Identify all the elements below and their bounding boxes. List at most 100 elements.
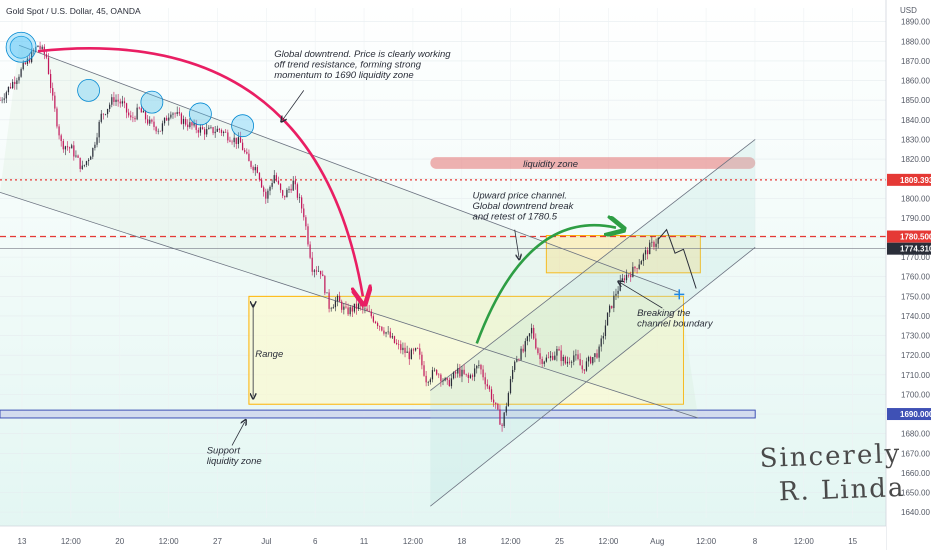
candle-body xyxy=(115,99,117,102)
candle-body xyxy=(87,159,90,162)
candle-body xyxy=(246,151,248,154)
candle-body xyxy=(193,123,195,126)
candle-body xyxy=(166,117,168,121)
swing-high-circle xyxy=(77,78,100,102)
candle-body xyxy=(442,380,444,382)
candle-body xyxy=(117,99,119,102)
price-tick-label: 1860.00 xyxy=(901,77,930,86)
candle-body xyxy=(613,295,615,309)
range-box xyxy=(248,295,684,405)
candle-body xyxy=(579,359,581,366)
candle-body xyxy=(585,361,588,371)
candle-body xyxy=(75,155,77,157)
candle-body xyxy=(85,161,88,165)
candle-body xyxy=(522,348,524,352)
candle-body xyxy=(503,412,505,427)
candle-body xyxy=(370,311,372,317)
candle-body xyxy=(260,179,263,188)
candle-body xyxy=(469,375,472,378)
global-downtrend-note-line: momentum to 1690 liquidity zone xyxy=(274,70,413,81)
candle-body xyxy=(286,189,288,198)
time-axis-bg xyxy=(0,526,886,550)
time-tick-label: 12:00 xyxy=(403,537,424,546)
candle-body xyxy=(406,351,408,353)
candle-body xyxy=(334,301,337,308)
candle-body xyxy=(130,115,132,118)
candle-body xyxy=(543,361,545,364)
candle-body xyxy=(279,183,282,191)
candle-body xyxy=(452,372,455,379)
swing-high-circle xyxy=(9,35,33,59)
candle-body xyxy=(77,155,79,158)
price-levels xyxy=(0,179,886,249)
candle-body xyxy=(391,336,393,338)
candle-body xyxy=(604,325,607,337)
candle-body xyxy=(505,406,507,413)
candle-body xyxy=(54,95,56,109)
candle-body xyxy=(368,310,370,312)
drawing-cursor-icon xyxy=(674,289,685,300)
time-tick-label: 18 xyxy=(457,537,466,546)
candle-body xyxy=(429,379,431,383)
candle-body xyxy=(343,306,345,310)
candle-body xyxy=(366,308,368,311)
candle-body xyxy=(421,354,423,366)
candle-body xyxy=(41,46,43,50)
price-tick-label: 1730.00 xyxy=(901,332,930,341)
candle-body xyxy=(227,132,229,141)
candle-body xyxy=(203,129,206,135)
candle-body xyxy=(547,357,550,359)
candle-body xyxy=(3,98,5,100)
price-tick-label: 1800.00 xyxy=(901,194,930,203)
candle-body xyxy=(425,375,427,383)
time-tick-label: 13 xyxy=(18,537,27,546)
candle-body xyxy=(189,122,191,128)
trendline xyxy=(430,246,756,507)
candle-body xyxy=(191,122,193,126)
price-tick-label: 1890.00 xyxy=(901,18,930,27)
price-tick-label: 1710.00 xyxy=(901,371,930,380)
candle-body xyxy=(463,369,465,374)
time-tick-label: Aug xyxy=(650,537,664,546)
candle-body xyxy=(172,113,174,115)
candle-body xyxy=(18,76,20,81)
candle-body xyxy=(351,307,353,312)
candle-body xyxy=(400,344,402,351)
time-axis[interactable]: 13 12:00 20 12:00 27 Jul 6 11 12:00 18 12:00 25 12:0… xyxy=(0,525,886,550)
candle-body xyxy=(273,175,275,184)
candle-body xyxy=(199,127,202,133)
arrows xyxy=(37,47,685,446)
candle-body xyxy=(315,270,318,272)
candle-body xyxy=(60,135,62,142)
candle-body xyxy=(427,382,429,383)
candle-body xyxy=(9,86,12,89)
time-tick-label: 27 xyxy=(213,537,222,546)
support-band-rect xyxy=(0,409,756,419)
candle-body xyxy=(176,112,178,115)
trendline xyxy=(430,139,756,391)
price-axis[interactable]: 1890.00 1880.00 1870.00 1860.00 1850.00 1840.… xyxy=(885,0,932,550)
candle-body xyxy=(271,183,273,187)
price-tick-label: 1700.00 xyxy=(901,390,930,399)
price-label-text: 1780.500 xyxy=(900,233,932,242)
candle-body xyxy=(448,379,450,387)
candle-body xyxy=(73,145,75,157)
candle-body xyxy=(218,128,221,130)
price-tick-label: 1640.00 xyxy=(901,508,930,517)
price-tick-label: 1770.00 xyxy=(901,253,930,262)
price-label-box xyxy=(887,242,931,255)
candle-body xyxy=(549,355,552,358)
candle-body xyxy=(113,97,115,102)
candle-body xyxy=(222,131,225,133)
trendlines xyxy=(0,44,756,507)
candle-body xyxy=(79,157,81,170)
candle-body xyxy=(239,137,242,143)
candle-body xyxy=(328,292,330,309)
candle-body xyxy=(241,142,244,151)
candle-body xyxy=(362,305,364,309)
candle-body xyxy=(151,119,153,122)
candle-body xyxy=(336,295,339,302)
candle-body xyxy=(134,117,136,120)
candle-body xyxy=(37,45,39,47)
candle-body xyxy=(326,292,328,294)
